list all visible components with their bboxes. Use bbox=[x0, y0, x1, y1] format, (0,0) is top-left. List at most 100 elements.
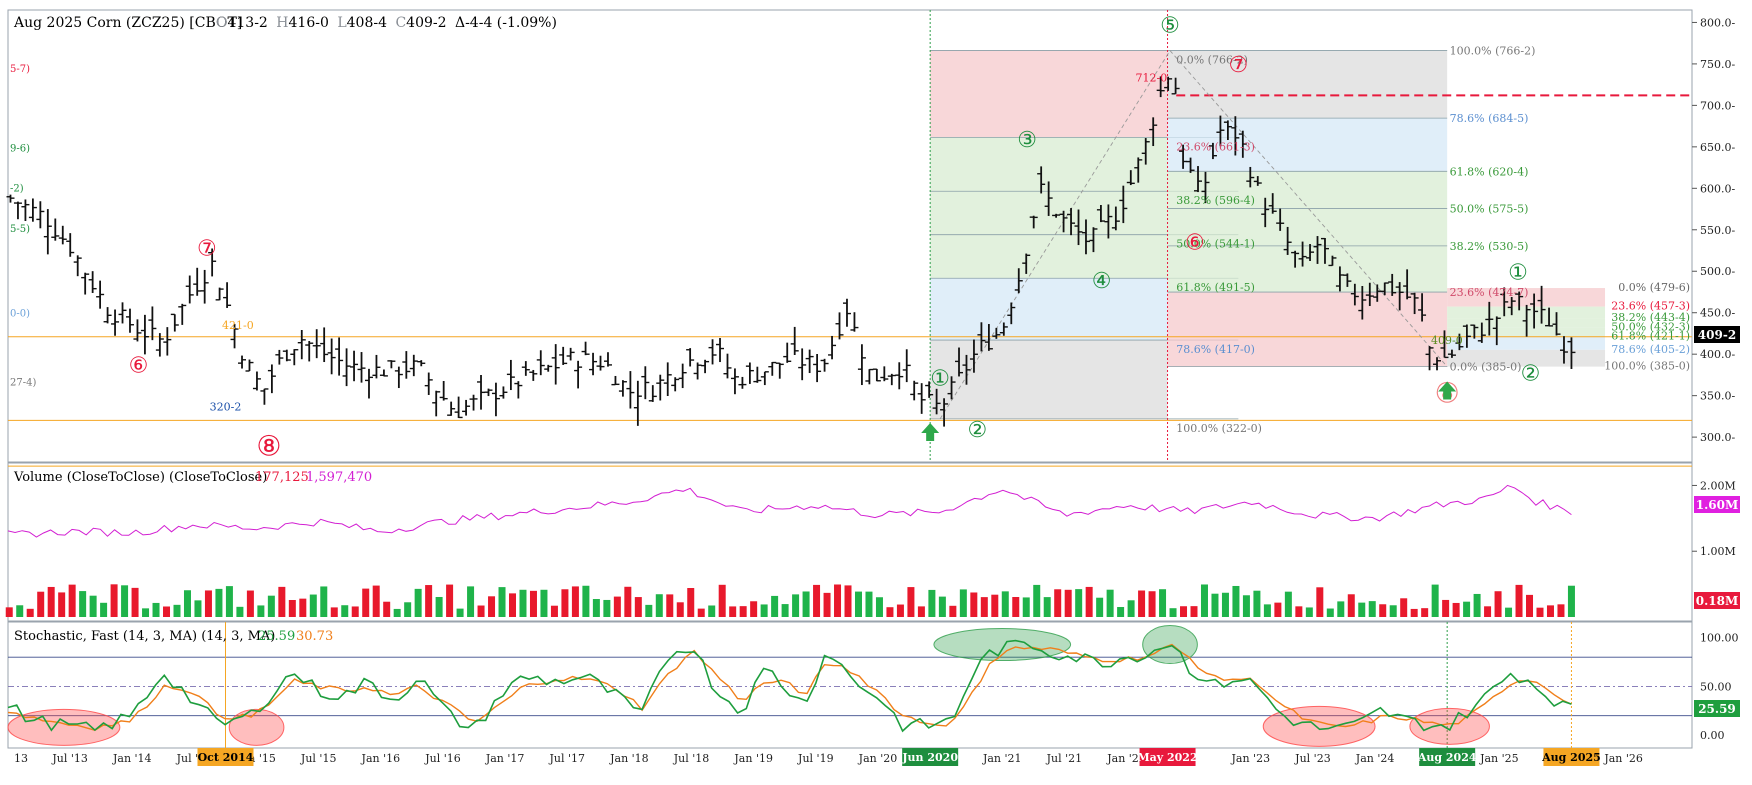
highlight-date-label: Aug 2025 bbox=[1541, 751, 1601, 764]
x-tick-label: Jan '22 bbox=[1106, 752, 1146, 765]
volume-bar bbox=[1305, 607, 1313, 617]
stochastic-k-value: 25.59 bbox=[258, 629, 295, 644]
fib-band bbox=[930, 50, 1168, 138]
volume-bar bbox=[110, 584, 118, 617]
x-tick-label: Jan '21 bbox=[982, 752, 1022, 765]
x-tick-label: Jan '25 bbox=[1479, 752, 1519, 765]
x-tick-label: Jan '20 bbox=[858, 752, 898, 765]
volume-bar bbox=[603, 599, 611, 617]
volume-bar bbox=[834, 584, 842, 617]
volume-bar bbox=[1463, 601, 1471, 617]
volume-bar bbox=[550, 605, 558, 617]
volume-bar bbox=[519, 589, 527, 617]
volume-bar bbox=[1096, 597, 1104, 617]
volume-bar bbox=[309, 594, 317, 617]
volume-bar bbox=[708, 605, 716, 617]
volume-bar bbox=[121, 585, 129, 617]
volume-bar bbox=[854, 591, 862, 617]
volume-bar bbox=[540, 589, 548, 617]
volume-bar bbox=[1211, 593, 1219, 617]
volume-bar bbox=[1505, 607, 1513, 617]
fib-label: 23.6% (474-7) bbox=[1450, 286, 1529, 299]
volume-bar bbox=[1358, 602, 1366, 617]
volume-bar bbox=[467, 586, 475, 617]
y-tick-label: 400.0- bbox=[1700, 348, 1735, 361]
volume-bar bbox=[781, 604, 789, 617]
volume-bar bbox=[760, 604, 768, 617]
stochastic-tag: 25.59 bbox=[1694, 700, 1740, 717]
highlight-date-label: Aug 2024 bbox=[1417, 751, 1477, 764]
volume-bar bbox=[1159, 589, 1167, 617]
level-label: 320-2 bbox=[210, 400, 242, 413]
volume-bar bbox=[634, 597, 642, 617]
volume-bar bbox=[1242, 595, 1250, 617]
volume-bar bbox=[1274, 602, 1282, 617]
x-tick-label: Jan '18 bbox=[609, 752, 649, 765]
volume-bar bbox=[173, 604, 181, 617]
volume-bar bbox=[89, 595, 97, 617]
x-tick-label: 13 bbox=[14, 752, 28, 765]
volume-bar bbox=[488, 596, 496, 617]
volume-bar bbox=[372, 585, 380, 617]
volume-bar bbox=[1295, 606, 1303, 617]
volume-bar bbox=[1064, 589, 1072, 617]
x-tick-label: Jul '21 bbox=[1046, 752, 1083, 765]
volume-bar bbox=[1567, 585, 1575, 617]
volume-bar bbox=[509, 593, 517, 617]
x-tick-label: Jul '16 bbox=[424, 752, 461, 765]
volume-bar bbox=[592, 599, 600, 617]
highlight-date-label: Oct 2014 bbox=[198, 751, 254, 764]
volume-bar bbox=[813, 584, 821, 617]
volume-bar bbox=[1012, 597, 1020, 617]
volume-bar bbox=[215, 588, 223, 617]
stochastic-header: Stochastic, Fast (14, 3, MA) (14, 3, MA) bbox=[14, 629, 275, 644]
svg-text:25.59: 25.59 bbox=[1698, 702, 1736, 716]
volume-bar bbox=[47, 586, 55, 617]
x-tick-label: Jul '18 bbox=[673, 752, 710, 765]
x-tick-label: Jul '19 bbox=[797, 752, 834, 765]
y-tick-label: 500.0- bbox=[1700, 265, 1735, 278]
volume-bar bbox=[1536, 607, 1544, 617]
fib-band bbox=[1167, 208, 1448, 246]
svg-text:1.60M: 1.60M bbox=[1696, 498, 1739, 512]
volume-bar bbox=[875, 597, 883, 617]
volume-bar bbox=[246, 590, 254, 617]
volume-bar bbox=[938, 596, 946, 617]
volume-value-magenta: 1,597,470 bbox=[306, 470, 372, 485]
fib-label: 0.0% (479-6) bbox=[1618, 281, 1690, 294]
volume-bar bbox=[267, 595, 275, 617]
volume-bar bbox=[959, 589, 967, 617]
volume-bar bbox=[1473, 593, 1481, 617]
volume-bar bbox=[718, 584, 726, 617]
volume-bar bbox=[561, 589, 569, 617]
fib-band bbox=[1447, 288, 1606, 307]
volume-bar bbox=[1148, 591, 1156, 617]
volume-bar bbox=[142, 608, 150, 617]
left-edge-label: 0-0) bbox=[10, 309, 30, 320]
fib-band bbox=[930, 234, 1168, 279]
highlight-date-box bbox=[902, 748, 959, 766]
x-tick-label: Jul '23 bbox=[1294, 752, 1331, 765]
volume-bar bbox=[404, 602, 412, 617]
x-tick-label: Jan '17 bbox=[485, 752, 525, 765]
y-tick-label: 350.0- bbox=[1700, 390, 1735, 403]
stochastic-d-value: 30.73 bbox=[296, 629, 333, 644]
fib-label: 0.0% (766-2) bbox=[1176, 53, 1248, 66]
highlight-date-label: May 2022 bbox=[1137, 751, 1197, 764]
wave-label: ② bbox=[1521, 362, 1541, 387]
left-edge-label: 5-5) bbox=[10, 224, 30, 235]
volume-bar bbox=[362, 588, 370, 617]
volume-bar bbox=[571, 586, 579, 617]
volume-bar bbox=[1043, 597, 1051, 617]
fib-label: 78.6% (684-5) bbox=[1450, 112, 1529, 125]
y-tick-label: 650.0- bbox=[1700, 141, 1735, 154]
volume-bar bbox=[498, 587, 506, 617]
volume-bar bbox=[624, 586, 632, 617]
volume-bar bbox=[425, 585, 433, 617]
stochastic-tick-label: 100.00 bbox=[1700, 632, 1739, 645]
volume-bar bbox=[341, 605, 349, 617]
fib-label: 50.0% (575-5) bbox=[1450, 203, 1529, 216]
volume-bar bbox=[299, 598, 307, 617]
